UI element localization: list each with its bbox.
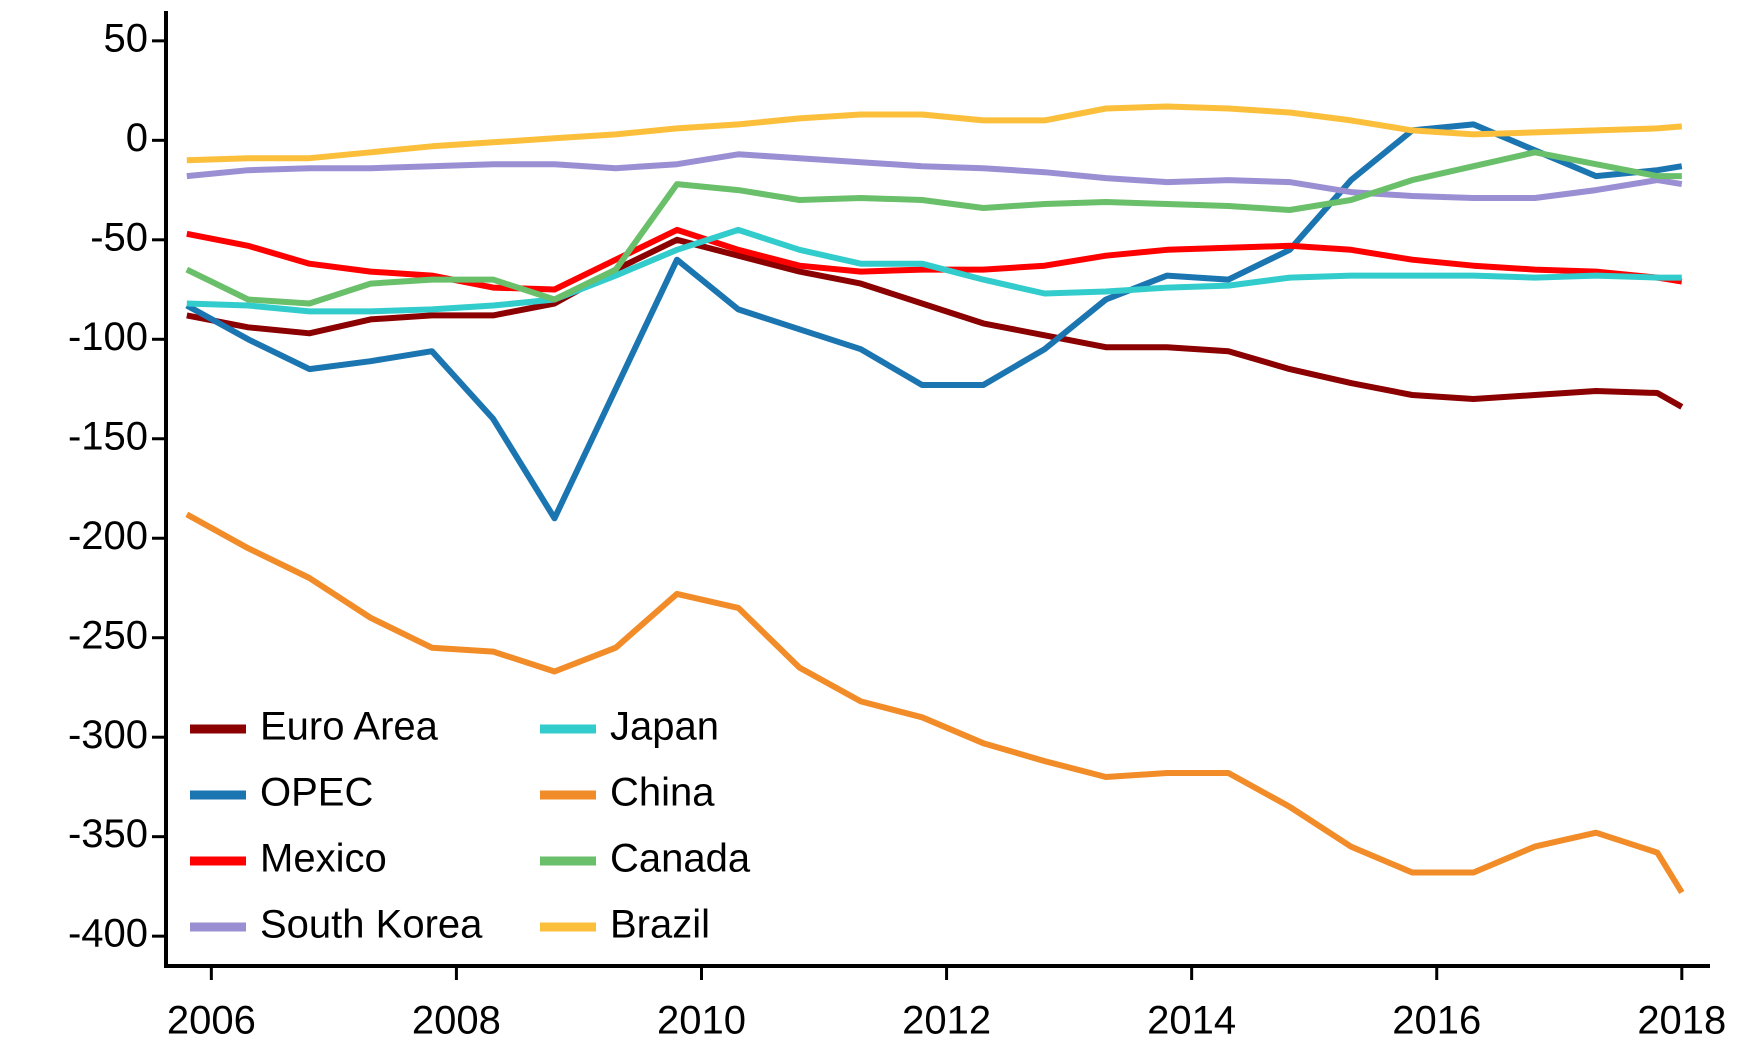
- x-tick-label: 2018: [1637, 999, 1726, 1043]
- x-tick-label: 2008: [412, 999, 501, 1043]
- y-tick-label: -250: [68, 613, 148, 657]
- y-tick-label: -300: [68, 713, 148, 757]
- y-tick-label: 50: [104, 16, 149, 60]
- legend-label: Japan: [610, 705, 719, 749]
- x-tick-label: 2010: [657, 999, 746, 1043]
- legend-label: Brazil: [610, 903, 710, 947]
- x-tick-label: 2012: [902, 999, 991, 1043]
- y-tick-label: -150: [68, 414, 148, 458]
- y-tick-label: -100: [68, 315, 148, 359]
- series-line: [186, 226, 1682, 315]
- y-tick-label: 0: [126, 116, 148, 160]
- legend-label: South Korea: [260, 903, 483, 947]
- x-tick-label: 2006: [167, 999, 256, 1043]
- legend-label: Canada: [610, 837, 751, 881]
- y-tick-label: -400: [68, 912, 148, 956]
- legend-label: Mexico: [260, 837, 387, 881]
- series-line: [186, 151, 1683, 201]
- series-line: [185, 511, 1685, 894]
- y-tick-label: -350: [68, 812, 148, 856]
- legend-label: OPEC: [260, 771, 373, 815]
- y-tick-label: -50: [90, 215, 148, 259]
- x-tick-label: 2016: [1392, 999, 1481, 1043]
- series-line: [186, 236, 1684, 410]
- legend-label: China: [610, 771, 715, 815]
- legend-label: Euro Area: [260, 705, 439, 749]
- series-line: [186, 103, 1683, 164]
- x-tick-label: 2014: [1147, 999, 1236, 1043]
- series-line: [185, 149, 1682, 307]
- y-tick-label: -200: [68, 514, 148, 558]
- series-line: [185, 121, 1683, 522]
